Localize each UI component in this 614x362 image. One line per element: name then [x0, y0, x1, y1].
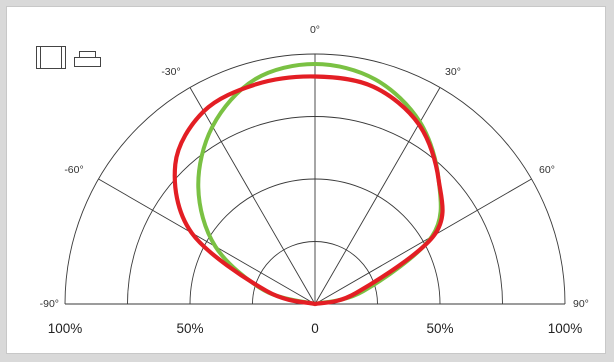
radial-label: 100% — [48, 321, 83, 336]
grid-spoke — [314, 178, 532, 305]
radial-label: 100% — [548, 321, 583, 336]
grid-spoke — [189, 87, 316, 305]
series-line-2 — [172, 74, 445, 307]
angle-label: -90° — [40, 298, 59, 310]
angle-label: -60° — [64, 164, 83, 176]
radial-label: 50% — [426, 321, 453, 336]
single-panel-icon[interactable] — [36, 46, 66, 69]
polar-chart: -90° -60° -30° 0° 30° 60° 90° 100% 50% 0 50% 100% — [36, 24, 589, 336]
angle-label: -30° — [161, 66, 180, 78]
radial-label: 50% — [176, 321, 203, 336]
radial-label: 0 — [311, 321, 319, 336]
series-layer — [172, 62, 445, 307]
grid-spoke — [314, 87, 441, 305]
polar-grid — [64, 53, 566, 305]
chart-labels: -90° -60° -30° 0° 30° 60° 90° 100% 50% 0 50% 100% — [40, 24, 589, 336]
series-line-1 — [196, 62, 443, 306]
angle-label: 90° — [573, 298, 589, 310]
grid-spoke — [98, 178, 316, 305]
angle-label: 0° — [310, 24, 320, 36]
luminaire-icon[interactable] — [74, 51, 101, 67]
angle-label: 60° — [539, 164, 555, 176]
chart-frame: -90° -60° -30° 0° 30° 60° 90° 100% 50% 0 50% 100% — [6, 6, 606, 354]
angle-label: 30° — [445, 66, 461, 78]
